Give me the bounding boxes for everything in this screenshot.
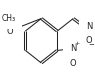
Text: N: N	[86, 22, 92, 31]
Text: −: −	[88, 41, 94, 48]
Text: +: +	[75, 41, 80, 46]
Text: N: N	[70, 44, 76, 53]
Text: CH₃: CH₃	[2, 14, 16, 23]
Text: O: O	[70, 58, 77, 68]
Text: O: O	[86, 36, 93, 45]
Text: O: O	[6, 27, 13, 36]
